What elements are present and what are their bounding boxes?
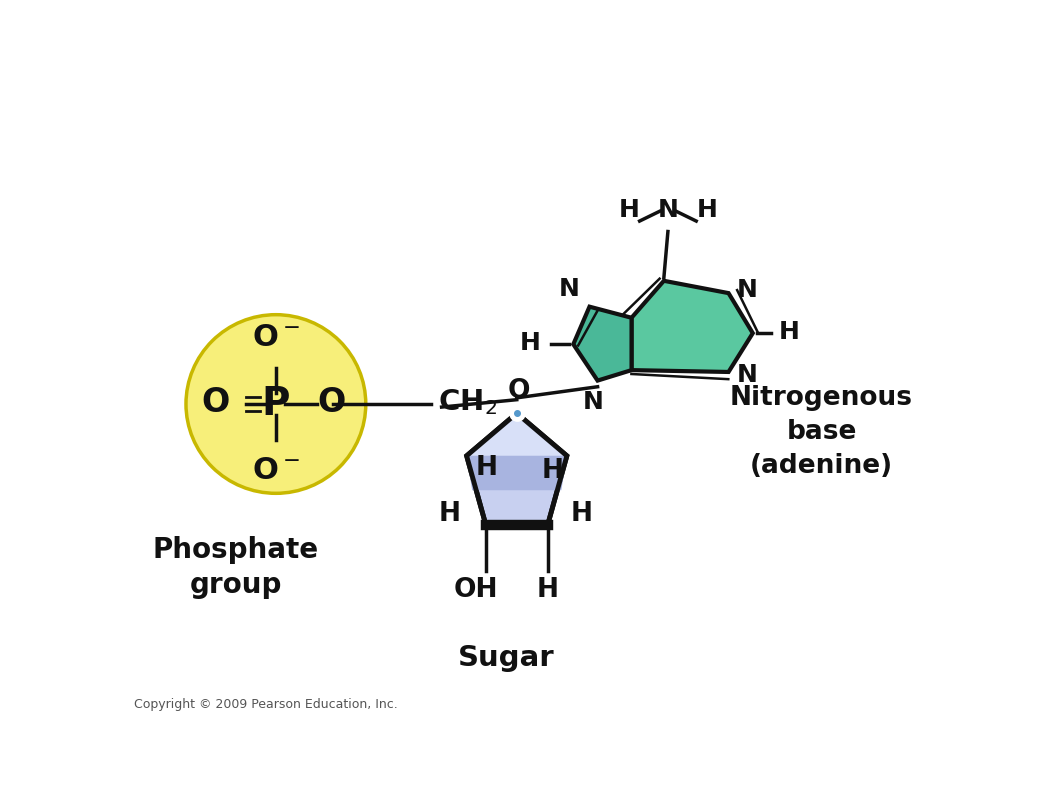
Text: N: N [559,277,580,301]
Text: H: H [779,320,800,344]
Polygon shape [466,414,567,525]
Text: Sugar: Sugar [458,644,555,672]
Text: H: H [476,455,498,481]
Text: H: H [618,198,639,222]
Polygon shape [466,456,567,490]
Text: H: H [541,458,563,484]
Text: N: N [583,390,604,414]
Polygon shape [574,306,632,381]
Text: H: H [571,501,592,526]
Text: O$^-$: O$^-$ [251,456,300,486]
Text: H: H [697,198,718,222]
Text: N: N [736,278,757,302]
Ellipse shape [186,314,366,494]
Text: H: H [438,501,460,526]
Text: O: O [201,386,229,419]
Text: N: N [657,198,678,222]
Text: H: H [520,331,541,355]
Text: H: H [537,577,559,603]
Text: O$^-$: O$^-$ [251,322,300,352]
Text: OH: OH [454,577,499,603]
Polygon shape [466,414,567,456]
Polygon shape [632,281,753,372]
Text: N: N [736,363,757,387]
Text: P: P [262,385,290,423]
Text: O: O [508,378,531,404]
Text: Nitrogenous
base
(adenine): Nitrogenous base (adenine) [730,385,913,478]
Text: Copyright © 2009 Pearson Education, Inc.: Copyright © 2009 Pearson Education, Inc. [135,698,398,710]
Text: CH$_2$: CH$_2$ [438,387,496,417]
Text: O: O [317,386,345,419]
Text: Phosphate
group: Phosphate group [152,537,318,599]
